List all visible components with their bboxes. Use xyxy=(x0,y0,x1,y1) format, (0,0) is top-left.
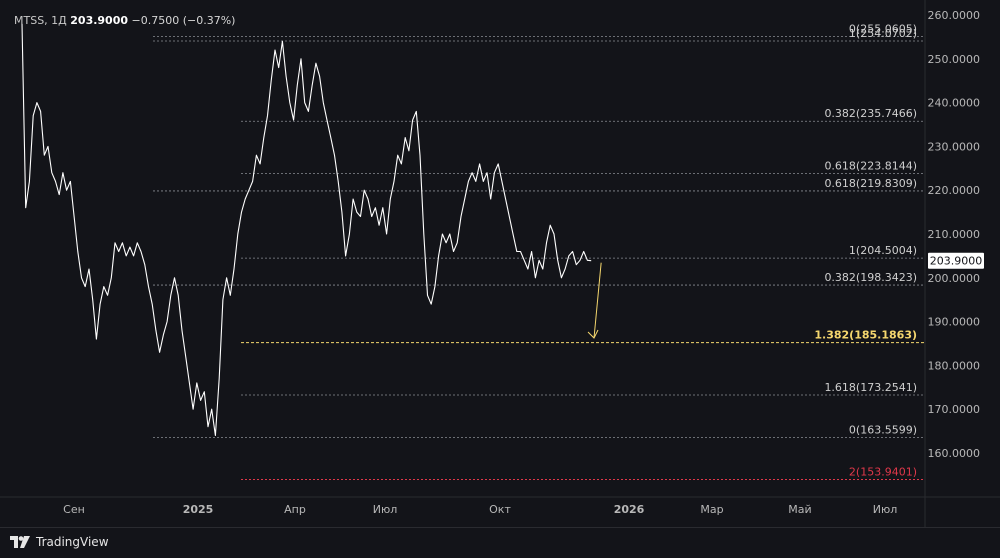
y-tick-label: 200.0000 xyxy=(928,272,981,285)
fib-level-label: 1(254.0702) xyxy=(849,27,917,40)
last-price-badge xyxy=(928,252,984,269)
x-tick-label: Май xyxy=(788,503,811,516)
y-tick-label: 210.0000 xyxy=(928,228,981,241)
x-tick-label: Окт xyxy=(489,503,511,516)
brand-label: TradingView xyxy=(36,535,109,549)
y-tick-label: 160.0000 xyxy=(928,447,981,460)
fib-level-label: 2(153.9401) xyxy=(849,466,917,479)
x-tick-label: Апр xyxy=(284,503,306,516)
y-tick-label: 180.0000 xyxy=(928,359,981,372)
y-tick-label: 240.0000 xyxy=(928,97,981,110)
x-tick-label: 2025 xyxy=(183,503,214,516)
price-line[interactable] xyxy=(21,23,592,437)
fib-level-label: 0.618(219.8309) xyxy=(824,177,917,190)
fib-level-label: 1.618(173.2541) xyxy=(824,381,917,394)
fib-level-label: 0(255.0605) xyxy=(849,23,917,36)
change-value: −0.7500 (−0.37%) xyxy=(131,14,236,27)
x-tick-label: Июл xyxy=(373,503,398,516)
symbol-label[interactable]: MTSS, 1Д xyxy=(14,14,67,27)
tradingview-logo[interactable]: TradingView xyxy=(10,535,109,549)
projection-arrow-head xyxy=(587,329,599,339)
y-tick-label: 260.0000 xyxy=(928,9,981,22)
last-price-label: 203.9000 xyxy=(930,255,983,268)
y-tick-label: 250.0000 xyxy=(928,53,981,66)
x-tick-label: Сен xyxy=(63,503,85,516)
fib-level-label: 0.618(223.8144) xyxy=(824,160,917,173)
fib-level-label: 1.382(185.1863) xyxy=(814,329,917,342)
y-tick-label: 190.0000 xyxy=(928,316,981,329)
fib-level-label: 0(163.5599) xyxy=(849,423,917,436)
tradingview-mark-icon xyxy=(10,536,30,548)
fib-level-label: 0.382(198.3423) xyxy=(824,271,917,284)
x-tick-label: Июл xyxy=(873,503,898,516)
y-tick-label: 230.0000 xyxy=(928,140,981,153)
y-tick-label: 220.0000 xyxy=(928,184,981,197)
x-tick-label: 2026 xyxy=(614,503,645,516)
projection-arrow[interactable] xyxy=(593,262,602,339)
y-tick-label: 170.0000 xyxy=(928,403,981,416)
fib-level-label: 1(204.5004) xyxy=(849,244,917,257)
fib-level-label: 0.382(235.7466) xyxy=(824,107,917,120)
chart-header: MTSS, 1Д 203.9000 −0.7500 (−0.37%) xyxy=(14,14,235,27)
x-tick-label: Мар xyxy=(700,503,723,516)
footer-bar: TradingView xyxy=(0,527,1000,558)
price-value: 203.9000 xyxy=(70,14,129,27)
